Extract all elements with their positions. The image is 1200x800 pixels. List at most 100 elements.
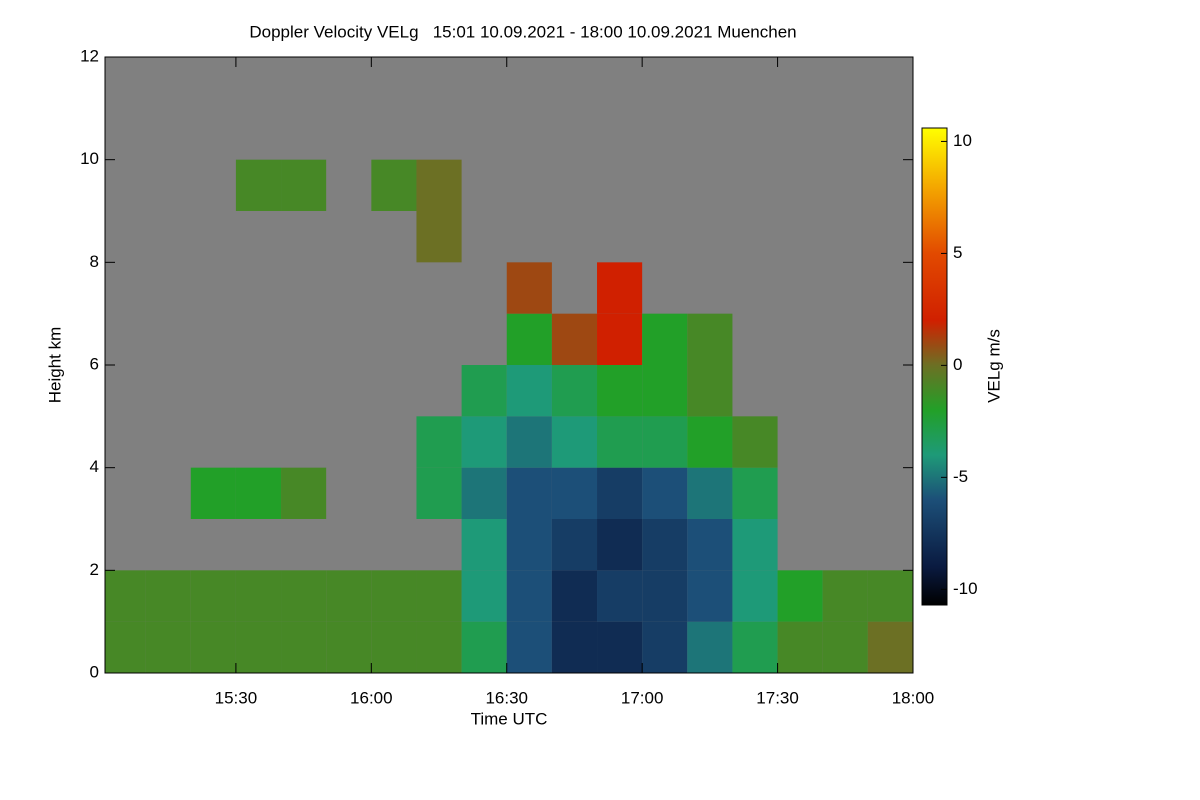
heatmap-cell (235, 467, 282, 519)
heatmap-cell (506, 519, 552, 571)
heatmap-cell (642, 570, 688, 622)
heatmap-cell (642, 416, 688, 468)
heatmap-cell (371, 621, 417, 673)
heatmap-cell (642, 467, 688, 519)
heatmap-cell (642, 313, 688, 365)
chart-title: Doppler Velocity VELg 15:01 10.09.2021 -… (249, 22, 796, 41)
y-tick-label: 12 (80, 46, 99, 65)
heatmap-cell (687, 467, 733, 519)
heatmap-cell (281, 159, 327, 211)
heatmap-cell (551, 313, 598, 365)
heatmap-cell (416, 570, 462, 622)
heatmap-cell (371, 570, 417, 622)
colorbar-tick-label: -10 (953, 579, 978, 598)
heatmap-cell (551, 416, 598, 468)
heatmap-cell (416, 416, 462, 468)
heatmap-cell (597, 570, 643, 622)
heatmap-cell (687, 365, 733, 417)
heatmap-cell (416, 467, 462, 519)
y-tick-label: 2 (90, 560, 99, 579)
heatmap-cell (461, 570, 507, 622)
y-axis-label: Height km (45, 327, 64, 404)
heatmap-cell (597, 467, 643, 519)
heatmap-cell (326, 570, 372, 622)
y-tick-label: 10 (80, 149, 99, 168)
heatmap-cell (145, 570, 191, 622)
heatmap-cell (235, 159, 282, 211)
heatmap-cell (867, 621, 913, 673)
y-tick-label: 6 (90, 354, 99, 373)
colorbar-tick-label: 10 (953, 131, 972, 150)
heatmap-cell (235, 621, 282, 673)
heatmap-cell (687, 416, 733, 468)
heatmap-cell (642, 621, 688, 673)
heatmap-cell (461, 365, 507, 417)
heatmap-cell (822, 621, 868, 673)
heatmap-cell (732, 621, 778, 673)
y-tick-label: 0 (90, 662, 99, 681)
heatmap-cell (732, 570, 778, 622)
heatmap-cell (551, 467, 598, 519)
heatmap-cell (687, 313, 733, 365)
heatmap-cell (281, 621, 327, 673)
heatmap-cell (461, 519, 507, 571)
heatmap-cell (822, 570, 868, 622)
heatmap-cell (597, 262, 643, 314)
heatmap-cell (190, 467, 236, 519)
heatmap-cell (461, 416, 507, 468)
heatmap-cell (326, 621, 372, 673)
x-tick-label: 15:30 (215, 688, 258, 707)
heatmap-cell (777, 621, 823, 673)
heatmap-cell (597, 365, 643, 417)
heatmap-cell (506, 313, 552, 365)
heatmap-cell (597, 519, 643, 571)
heatmap (105, 159, 913, 673)
x-tick-label: 17:30 (756, 688, 799, 707)
y-tick-label: 8 (90, 252, 99, 271)
heatmap-cell (732, 467, 778, 519)
heatmap-cell (597, 621, 643, 673)
y-tick-label: 4 (90, 457, 99, 476)
heatmap-cell (732, 416, 778, 468)
heatmap-cell (416, 621, 462, 673)
heatmap-cell (281, 467, 327, 519)
colorbar-tick-label: 0 (953, 355, 962, 374)
heatmap-cell (551, 519, 598, 571)
heatmap-cell (642, 519, 688, 571)
heatmap-cell (506, 365, 552, 417)
heatmap-cell (551, 365, 598, 417)
heatmap-cell (597, 416, 643, 468)
heatmap-cell (597, 313, 643, 365)
x-tick-label: 17:00 (621, 688, 664, 707)
heatmap-cell (371, 159, 417, 211)
heatmap-cell (642, 365, 688, 417)
heatmap-cell (281, 570, 327, 622)
heatmap-cell (506, 416, 552, 468)
heatmap-cell (105, 621, 146, 673)
heatmap-cell (506, 262, 552, 314)
colorbar (921, 127, 948, 606)
heatmap-cell (506, 570, 552, 622)
heatmap-cell (145, 621, 191, 673)
heatmap-cell (105, 570, 146, 622)
heatmap-cell (461, 467, 507, 519)
heatmap-cell (732, 519, 778, 571)
heatmap-cell (190, 570, 236, 622)
heatmap-cell (190, 621, 236, 673)
heatmap-cell (687, 621, 733, 673)
x-axis-label: Time UTC (471, 709, 548, 728)
colorbar-label: VELg m/s (984, 329, 1003, 403)
heatmap-cell (687, 570, 733, 622)
heatmap-cell (235, 570, 282, 622)
x-tick-label: 18:00 (892, 688, 935, 707)
colorbar-tick-label: -5 (953, 467, 968, 486)
heatmap-cell (687, 519, 733, 571)
colorbar-tick-label: 5 (953, 243, 962, 262)
heatmap-cell (551, 570, 598, 622)
heatmap-cell (777, 570, 823, 622)
heatmap-cell (416, 211, 462, 263)
heatmap-cell (506, 467, 552, 519)
heatmap-cell (416, 159, 462, 211)
heatmap-cell (506, 621, 552, 673)
